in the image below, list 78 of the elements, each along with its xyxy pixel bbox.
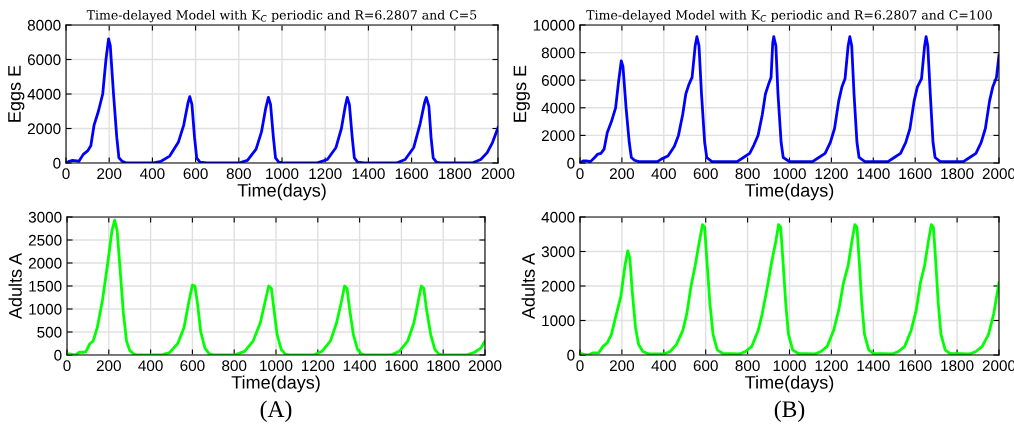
x-tick-label: 1400 [352,168,385,180]
y-tick-label: 0 [567,157,575,169]
x-tick-label: 1200 [309,168,342,180]
x-axis-title: Time(days) [237,183,326,201]
y-tick-label: 4000 [27,88,61,100]
chart-title: Time-delayed Model with K$_{C}$ periodic and R=6.2807 and C=5 [86,9,477,23]
x-tick-label: 600 [180,360,205,372]
line-series [67,218,485,355]
x-tick-label: 1200 [815,168,848,180]
y-tick-label: 4000 [541,102,575,114]
y-tick-label: 2000 [27,123,61,135]
y-tick-label: 1000 [29,303,62,315]
x-tick-label: 1400 [343,360,376,372]
x-tick-label: 400 [651,360,676,372]
y-tick-label: 2500 [28,234,62,246]
y-tick-label: 2000 [28,257,62,269]
y-tick-label: 3000 [541,246,575,258]
y-tick-label: 1000 [542,315,575,327]
y-tick-label: 4000 [541,211,575,223]
y-tick-label: 0 [54,349,62,361]
y-tick-label: 6000 [27,54,61,66]
y-tick-label: 2000 [541,130,575,142]
y-tick-label: 0 [567,349,575,361]
x-tick-label: 400 [138,360,163,372]
x-tick-label: 200 [96,360,121,372]
x-axis-title: Time(days) [745,375,834,393]
x-tick-label: 400 [140,168,165,180]
x-tick-label: 1000 [266,168,299,180]
x-tick-label: 600 [693,168,718,180]
x-tick-label: 1400 [857,168,890,180]
y-tick-label: 10000 [533,19,575,31]
text: (B) [774,400,805,422]
x-tick-label: 1400 [857,360,890,372]
x-tick-label: 1600 [899,168,932,180]
y-tick-label: 2000 [541,280,575,292]
x-tick-label: 600 [183,168,208,180]
x-tick-label: 0 [576,360,584,372]
x-tick-label: 1800 [941,360,974,372]
x-tick-label: 2000 [468,360,502,372]
x-tick-label: 800 [735,168,760,180]
y-tick-label: 1500 [29,280,62,292]
x-axis-title: Time(days) [231,375,320,393]
x-tick-label: 1800 [427,360,460,372]
y-tick-label: 500 [37,326,62,338]
text: (A) [260,400,292,422]
y-axis-title: Eggs E [513,65,530,122]
x-tick-label: 1600 [899,360,932,372]
x-tick-label: 1200 [301,360,335,372]
x-tick-label: 1000 [773,168,806,180]
x-tick-label: 200 [609,168,635,180]
y-tick-label: 6000 [541,75,575,86]
x-tick-label: 800 [735,360,760,372]
x-tick-label: 1000 [773,360,806,372]
x-tick-label: 0 [62,168,70,180]
x-tick-label: 2000 [481,168,515,180]
y-axis-title: Adults A [521,252,535,320]
y-tick-label: 8000 [541,47,575,59]
x-tick-label: 1800 [941,168,974,180]
x-tick-label: 800 [222,360,247,372]
x-tick-label: 600 [693,360,718,372]
x-tick-label: 200 [97,168,122,180]
x-tick-label: 1200 [815,360,848,372]
y-tick-label: 8000 [27,19,61,31]
y-axis-title: Eggs E [8,65,25,122]
x-tick-label: 200 [609,360,635,372]
x-axis-title: Time(days) [745,183,834,201]
x-tick-label: 1600 [385,360,418,372]
x-tick-label: 0 [576,168,584,180]
y-tick-label: 0 [53,157,61,169]
y-axis-title: Adults A [8,252,22,320]
y-tick-label: 3000 [28,211,62,223]
x-tick-label: 800 [226,168,251,180]
x-tick-label: 1000 [260,360,293,372]
x-tick-label: 0 [63,360,71,372]
x-tick-label: 400 [651,168,676,180]
x-tick-label: 1800 [438,168,472,180]
chart-title: Time-delayed Model with K$_{C}$ periodic and R=6.2807 and C=100 [586,9,992,23]
x-tick-label: 1600 [395,168,428,180]
